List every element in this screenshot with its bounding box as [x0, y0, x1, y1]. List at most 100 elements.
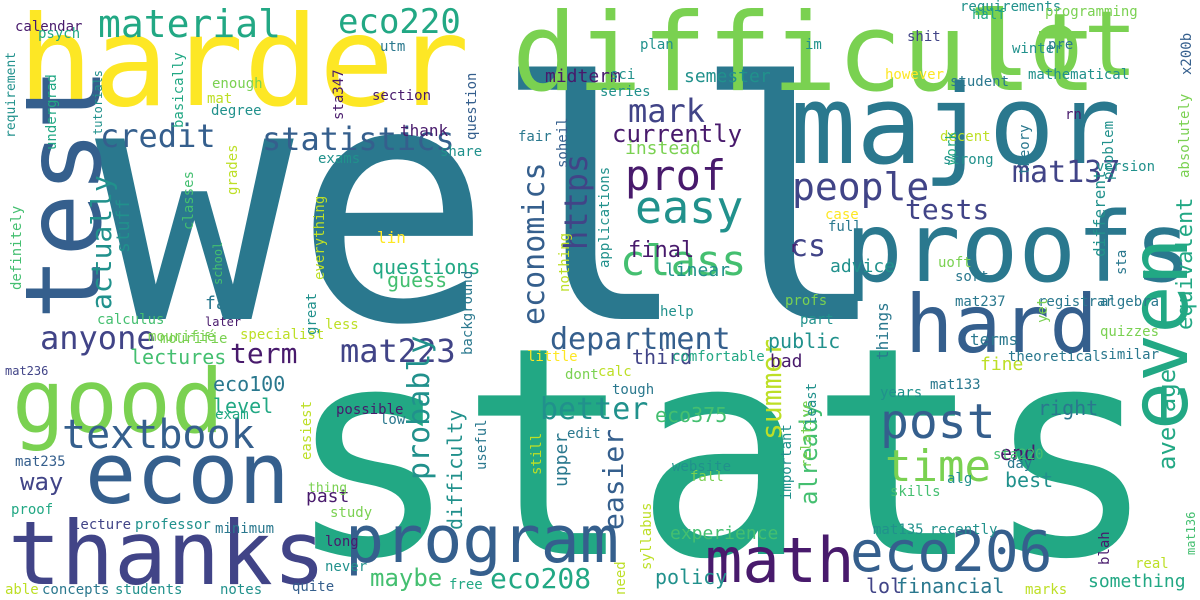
word-theoretical: theoretical [1008, 349, 1101, 365]
word-edit: edit [567, 426, 601, 442]
word-well: well [95, 13, 890, 397]
word-lol: lol [866, 574, 903, 598]
word-uoft: uoft [938, 255, 972, 271]
word-calendar: calendar [15, 19, 83, 35]
word-math: math [705, 524, 855, 597]
word-least: least [804, 382, 820, 425]
word-shit: shit [907, 29, 941, 45]
word-guess: guess [387, 268, 448, 292]
word-nothing: nothing [557, 232, 573, 292]
word-able: able [5, 582, 39, 598]
word-background: background [460, 270, 476, 355]
word-degree: degree [211, 103, 262, 119]
word-difficult: difficult [512, 0, 1098, 116]
word-yet: yet [1035, 297, 1051, 323]
word-professor: professor [135, 517, 211, 533]
word-stats: stats [285, 286, 1158, 600]
word-proofs: proofs [845, 192, 1192, 304]
word-mat: mat [207, 91, 233, 107]
word-tutorials: tutorials [91, 69, 105, 135]
word-harder: harder [18, 0, 470, 135]
word-definitely: definitely [9, 205, 25, 290]
word-need: need [613, 561, 629, 595]
word-term: term [230, 337, 298, 370]
word-everything: everything [312, 195, 328, 280]
word-free: free [449, 577, 483, 593]
word-final: final [628, 238, 695, 263]
word-cs: cs [790, 229, 827, 264]
word-economics: economics [517, 162, 552, 325]
word-never: never [325, 559, 368, 575]
word-actually: actually [85, 175, 118, 310]
word-eco100: eco100 [213, 372, 286, 396]
word-mat237: mat237 [955, 294, 1006, 310]
word-x200b: x200b [1179, 32, 1195, 75]
word-calc: calc [598, 364, 632, 380]
word-mat135: mat135 [873, 522, 924, 538]
word-quizzes: quizzes [1100, 324, 1160, 340]
word-easiest: easiest [299, 400, 315, 460]
word-lecture: lecture [72, 517, 132, 533]
word-decent: decent [940, 129, 991, 145]
word-theory: theory [1017, 124, 1033, 175]
word-department: department [550, 322, 731, 357]
word-help: help [660, 304, 694, 320]
word-undergrad: undergrad [44, 74, 60, 150]
word-prof: prof [625, 151, 727, 200]
word-average: average [1153, 368, 1181, 470]
word-classes: classes [181, 170, 197, 230]
word-little: little [527, 349, 578, 365]
word-dont: dont [565, 367, 599, 383]
word-experience: experience [670, 523, 779, 544]
word-people: people [792, 165, 930, 209]
word-equivalent: equivalent [1173, 197, 1198, 330]
word-stuff: stuff [113, 198, 134, 253]
word-instead: instead [625, 138, 701, 159]
word-difficulty: difficulty [443, 409, 467, 530]
word-students: students [115, 582, 183, 598]
word-similar: similar [1100, 347, 1160, 363]
word-soheil: soheil [555, 117, 571, 168]
word-best: best [1005, 468, 1054, 492]
word-policy: policy [655, 565, 728, 589]
word-fine: fine [980, 354, 1024, 375]
word-right: right [1038, 396, 1099, 420]
word-psych: psych [38, 26, 81, 42]
word-great: great [304, 292, 320, 335]
word-absolutely: absolutely [1177, 93, 1193, 178]
word-utm: utm [380, 39, 406, 55]
word-blah: blah [1097, 531, 1113, 565]
word-post: post [880, 394, 996, 450]
word-marks: marks [1025, 582, 1068, 598]
word-bad: bad [770, 351, 803, 372]
word-mat236: mat236 [5, 364, 49, 378]
word-fair: fair [518, 129, 552, 145]
word-lin: lin [377, 228, 406, 247]
word-advice: advice [830, 256, 896, 277]
word-sta347: sta347 [331, 69, 347, 120]
word-plan: plan [640, 37, 674, 53]
word-sta: sta [1114, 249, 1130, 275]
word-easy: easy [635, 181, 744, 234]
word-however: however [885, 67, 945, 83]
word-mourifie: mourifie [160, 331, 228, 347]
word-fall: fall [690, 469, 724, 485]
word-better: better [540, 392, 649, 427]
word-programming: programming [1045, 4, 1138, 20]
word-real: real [1135, 556, 1169, 572]
word-pre: pre [1048, 37, 1074, 53]
word-alg: alg [947, 471, 973, 487]
word-econ: econ [85, 425, 290, 524]
word-tests: tests [905, 193, 990, 226]
word-concepts: concepts [42, 582, 110, 598]
word-mat133: mat133 [930, 377, 981, 393]
word-important: important [779, 424, 795, 500]
word-requirement: requirement [4, 51, 19, 138]
word-linear: linear [665, 260, 731, 281]
word-good: good [12, 350, 224, 453]
word-different: different [1090, 170, 1109, 257]
word-long: long [325, 534, 359, 550]
word-share: share [440, 144, 483, 160]
word-algebra: algebra [1100, 294, 1160, 310]
word-years: years [880, 385, 923, 401]
